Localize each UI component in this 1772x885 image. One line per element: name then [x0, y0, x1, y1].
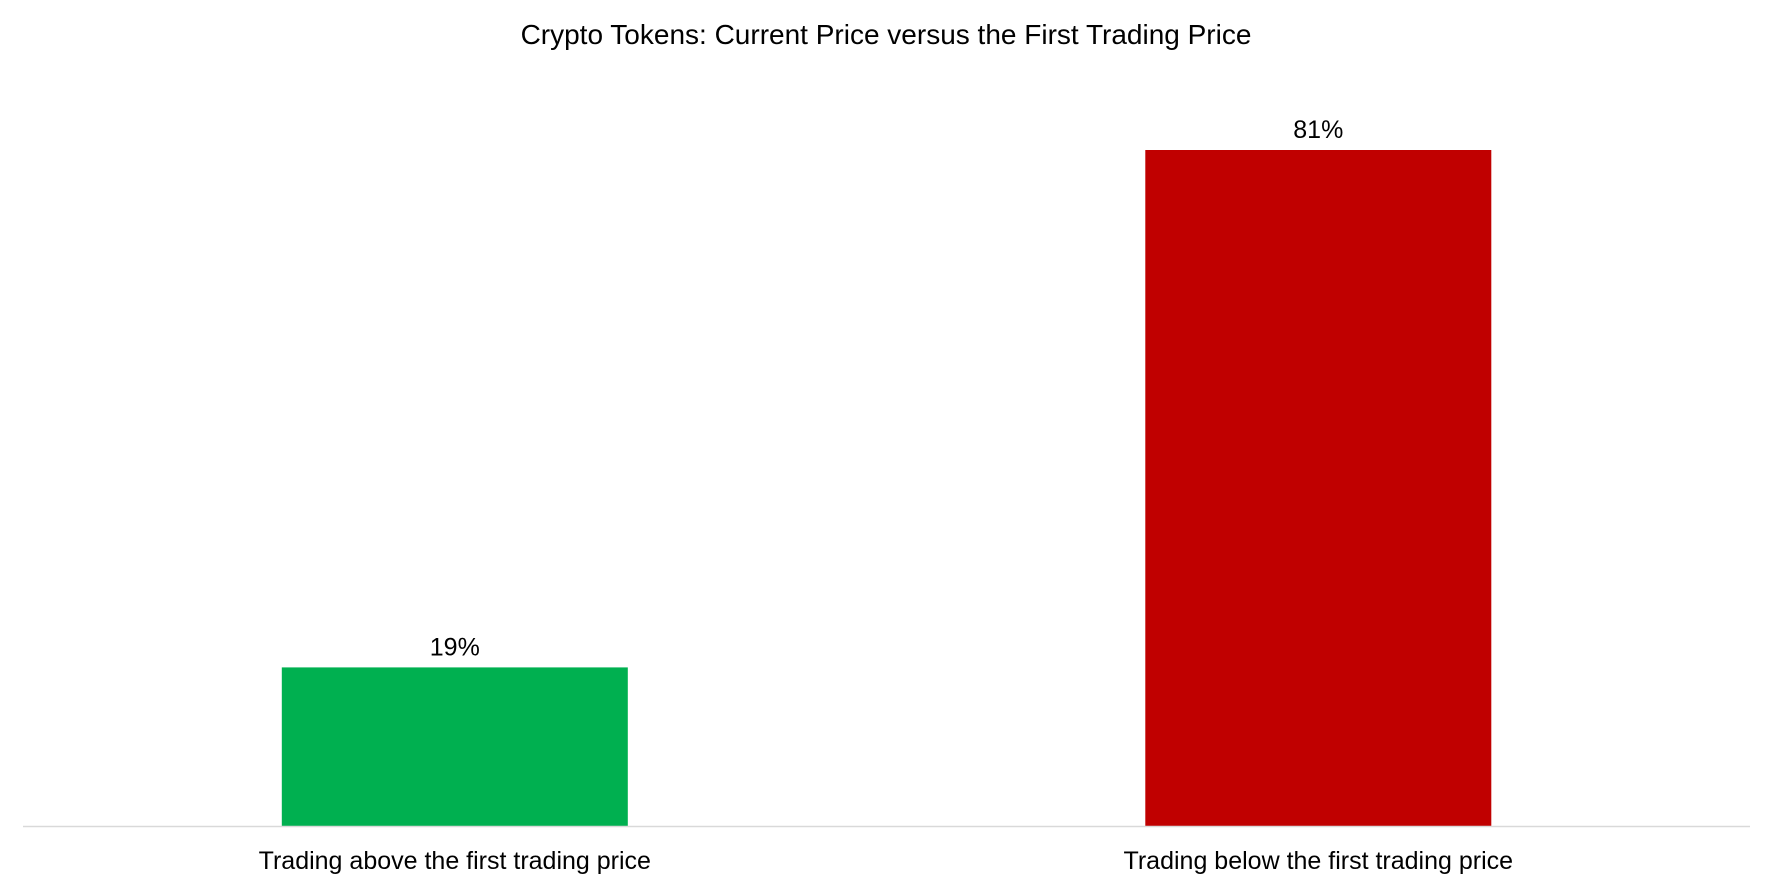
bar-1: [281, 667, 628, 826]
x-tick-labels-layer: Trading above the first trading price Tra…: [259, 847, 1513, 875]
bar-2: [1145, 150, 1492, 826]
chart-title: Crypto Tokens: Current Price versus the …: [521, 19, 1252, 50]
data-label-1: 19%: [430, 633, 480, 661]
data-label-2: 81%: [1293, 116, 1343, 144]
x-tick-label-2: Trading below the first trading price: [1124, 847, 1514, 875]
data-labels-layer: 19% 81%: [430, 116, 1344, 661]
x-tick-label-1: Trading above the first trading price: [259, 847, 651, 875]
bars-layer: [281, 150, 1492, 826]
